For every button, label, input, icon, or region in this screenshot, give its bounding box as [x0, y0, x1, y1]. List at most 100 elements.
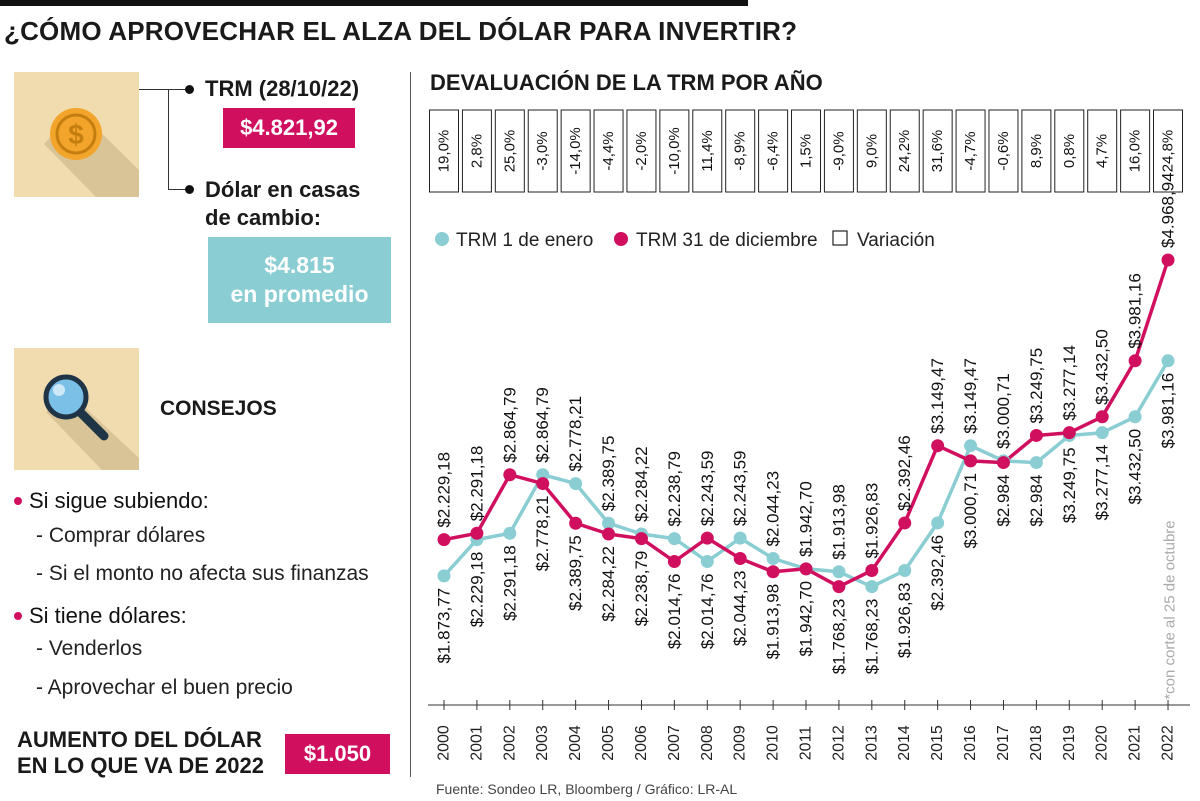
- value-label-lower: $2.291,18: [500, 545, 519, 621]
- legend-label-enero: TRM 1 de enero: [456, 230, 593, 251]
- legend-marker-variacion: [832, 230, 848, 246]
- variation-label: 31,6%: [929, 130, 946, 173]
- value-label-lower: $3.277,14: [1093, 445, 1112, 521]
- value-label-upper: $2.389,75: [599, 436, 618, 512]
- data-point-enero: [865, 580, 879, 594]
- variation-box: [1120, 109, 1151, 193]
- bullet-dot: [185, 85, 194, 94]
- variation-label: 2,8%: [468, 134, 485, 168]
- variation-box: [527, 109, 558, 193]
- value-label-upper: $1.942,70: [797, 481, 816, 557]
- connector: [168, 89, 169, 190]
- source-note: Fuente: Sondeo LR, Bloomberg / Gráfico: …: [436, 781, 738, 797]
- value-label-upper: $3.149,47: [928, 358, 947, 434]
- page-title: ¿CÓMO APROVECHAR EL ALZA DEL DÓLAR PARA …: [4, 16, 798, 46]
- data-point-diciembre: [569, 516, 583, 530]
- casas-label-line2: de cambio:: [205, 205, 322, 230]
- legend-marker-diciembre: [614, 232, 628, 246]
- value-label-lower: $2.984: [994, 475, 1013, 527]
- value-label-upper: $3.149,47: [961, 358, 980, 434]
- data-point-enero: [437, 569, 451, 583]
- footnote: *con corte al 25 de octubre: [1162, 520, 1179, 699]
- variation-box: [889, 109, 920, 193]
- variation-box: [922, 109, 953, 193]
- tip-main-1: Si sigue subiendo:: [29, 488, 209, 513]
- value-label-upper: $3.000,71: [994, 373, 1013, 449]
- data-point-diciembre: [602, 527, 616, 541]
- value-label-upper: $2.238,79: [665, 451, 684, 527]
- data-point-enero: [503, 526, 517, 540]
- magnifier-icon: [43, 374, 139, 470]
- value-label-lower: $2.014,76: [698, 573, 717, 649]
- data-point-diciembre: [1128, 354, 1142, 368]
- chart-title: DEVALUACIÓN DE LA TRM POR AÑO: [430, 70, 823, 95]
- data-point-diciembre: [667, 554, 681, 568]
- variation-label: 1,5%: [798, 134, 815, 168]
- variation-label: -8,9%: [732, 131, 749, 170]
- variation-box: [593, 109, 624, 193]
- variation-label: -6,4%: [765, 131, 782, 170]
- value-label-lower: $1.768,23: [829, 599, 848, 675]
- value-label-upper: $2.229,18: [435, 452, 454, 528]
- data-point-diciembre: [536, 477, 550, 491]
- year-label: 2020: [1094, 725, 1111, 761]
- data-point-diciembre: [503, 468, 517, 482]
- variation-label: 19,0%: [436, 130, 453, 173]
- variation-box: [1087, 109, 1118, 193]
- value-label-upper: $2.243,59: [731, 450, 750, 526]
- variation-box: [1153, 109, 1184, 193]
- legend-label-variacion: Variación: [857, 230, 935, 251]
- value-label-lower: $2.392,46: [928, 535, 947, 611]
- connector: [168, 189, 188, 190]
- value-label-lower: $2.984: [1027, 475, 1046, 527]
- data-point-diciembre: [865, 563, 879, 577]
- tip-bullet: [14, 612, 22, 620]
- data-point-diciembre: [437, 533, 451, 547]
- year-label: 2018: [1028, 725, 1045, 761]
- data-point-diciembre: [996, 456, 1010, 470]
- year-label: 2014: [896, 725, 913, 761]
- svg-text:$: $: [68, 119, 84, 150]
- value-label-upper: $2.864,79: [500, 387, 519, 463]
- tip-main-2: Si tiene dólares:: [29, 603, 187, 628]
- value-label-upper: $1.913,98: [829, 484, 848, 560]
- bullet-dot: [185, 185, 194, 194]
- year-label: 2004: [567, 725, 584, 761]
- search-tile: [14, 348, 139, 470]
- variation-box: [494, 109, 525, 193]
- variation-box: [429, 109, 459, 193]
- variation-label: 16,0%: [1127, 130, 1144, 173]
- value-label-lower: $2.229,18: [467, 552, 486, 628]
- value-label-upper: $1.926,83: [862, 483, 881, 559]
- data-point-diciembre: [733, 551, 747, 565]
- data-point-enero: [931, 516, 945, 530]
- aumento-label-line1: AUMENTO DEL DÓLAR: [17, 727, 262, 752]
- value-label-lower: $2.778,21: [533, 496, 552, 572]
- variation-box: [692, 109, 723, 193]
- data-point-diciembre: [766, 565, 780, 579]
- variation-label: -10,0%: [666, 127, 683, 175]
- variation-label: -9,0%: [830, 131, 847, 170]
- data-point-diciembre: [964, 454, 978, 468]
- value-label-upper: $3.432,50: [1093, 329, 1112, 405]
- variation-box: [461, 109, 492, 193]
- year-label: 2010: [765, 725, 782, 761]
- casas-value-amount: $4.815: [264, 252, 335, 278]
- legend-label-diciembre: TRM 31 de diciembre: [636, 230, 818, 251]
- value-label-upper: $2.864,79: [533, 387, 552, 463]
- data-point-enero: [1029, 456, 1043, 470]
- variation-box: [560, 109, 591, 193]
- data-point-enero: [898, 563, 912, 577]
- variation-box: [626, 109, 657, 193]
- year-label: 2019: [1061, 725, 1078, 761]
- value-label-upper: $2.044,23: [764, 471, 783, 547]
- value-label-upper: $2.392,46: [895, 435, 914, 511]
- tip-sub: - Aprovechar el buen precio: [36, 676, 293, 699]
- value-label-lower: $3.249,75: [1060, 447, 1079, 523]
- variation-label: 0,8%: [1061, 134, 1078, 168]
- value-label-upper: $3.249,75: [1027, 348, 1046, 424]
- variation-label: -4,4%: [600, 131, 617, 170]
- data-point-enero: [667, 532, 681, 546]
- variation-label: 25,0%: [501, 130, 518, 173]
